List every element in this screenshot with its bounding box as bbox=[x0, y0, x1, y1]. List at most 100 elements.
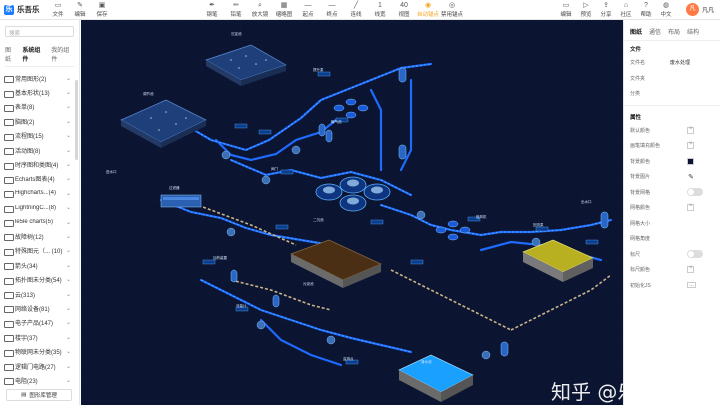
toolbar-button-edit-mode[interactable]: ▭ 编辑 bbox=[556, 0, 576, 20]
color-swatch[interactable] bbox=[687, 265, 694, 274]
file-row[interactable]: 文件夹 bbox=[624, 71, 720, 87]
toolbar-button-pen[interactable]: ✒ 钢笔 bbox=[200, 0, 224, 20]
tab-component-1[interactable]: 系统组件 bbox=[22, 48, 41, 63]
toolbar-button-disable-anchor[interactable]: ◎ 禁用锚点 bbox=[440, 0, 464, 20]
property-row-label: 画笔填充颜色 bbox=[630, 143, 661, 150]
category-item[interactable]: 活动图(8) ⌄ bbox=[0, 143, 79, 157]
property-row[interactable]: 画笔填充颜色 bbox=[624, 138, 720, 154]
category-label: 拓扑图未分类(54) bbox=[15, 278, 62, 285]
user-name[interactable]: 凡凡 bbox=[701, 8, 714, 14]
tab-property-3[interactable]: 结构 bbox=[687, 30, 700, 36]
app-logo[interactable]: 乐 乐吾乐 bbox=[4, 4, 50, 15]
category-item[interactable]: 基本形状(13) ⌄ bbox=[0, 85, 79, 99]
search-input[interactable]: 搜索 bbox=[5, 26, 74, 37]
toolbar-button-edit[interactable]: ✎ 编辑 bbox=[72, 0, 88, 20]
toolbar-button-line-width[interactable]: 1 线宽 bbox=[368, 0, 392, 20]
toolbar-button-preview[interactable]: ▷ 预览 bbox=[576, 0, 596, 20]
toolbar-button-community[interactable]: ⌂ 社区 bbox=[616, 0, 636, 20]
more-icon[interactable]: … bbox=[687, 282, 696, 289]
edit-icon[interactable]: ✎ bbox=[688, 173, 694, 181]
color-swatch[interactable] bbox=[687, 203, 694, 212]
tab-property-1[interactable]: 通信 bbox=[649, 30, 662, 36]
category-item[interactable]: 故障树(12) ⌄ bbox=[0, 229, 79, 243]
category-item[interactable]: 电子产品(147) ⌄ bbox=[0, 316, 79, 330]
property-row[interactable]: 标尺颜色 bbox=[624, 262, 720, 278]
property-row[interactable]: 网格大小 bbox=[624, 216, 720, 232]
property-row[interactable]: 初始化JS… bbox=[624, 278, 720, 294]
view-icon: 40 bbox=[400, 2, 408, 9]
category-item[interactable]: Highcharts...(4) ⌄ bbox=[0, 186, 79, 200]
library-manage-button[interactable]: ▤ 图形库管理 bbox=[6, 389, 72, 401]
toolbar-label: 终点 bbox=[326, 12, 338, 18]
property-row[interactable]: 默认颜色 bbox=[624, 123, 720, 139]
toolbar-button-language[interactable]: ◍ 中文 bbox=[656, 0, 676, 20]
category-item[interactable]: 逻辑门电路(27) ⌄ bbox=[0, 359, 79, 373]
category-item[interactable]: 特殊图元（... (10) ⌄ bbox=[0, 244, 79, 258]
property-row[interactable]: 背景网格 bbox=[624, 185, 720, 201]
property-row[interactable]: 网格角度 bbox=[624, 231, 720, 247]
category-item[interactable]: 云(313) ⌄ bbox=[0, 287, 79, 301]
category-label: le5le charts(5) bbox=[15, 219, 54, 226]
property-row[interactable]: 标尺 bbox=[624, 247, 720, 263]
toolbar-button-view[interactable]: 40 视图 bbox=[392, 0, 416, 20]
category-item[interactable]: le5le charts(5) ⌄ bbox=[0, 215, 79, 229]
toolbar-button-magnifier[interactable]: ⌕ 放大镜 bbox=[248, 0, 272, 20]
toolbar-button-thumbnail[interactable]: ▦ 缩略图 bbox=[272, 0, 296, 20]
property-row[interactable]: 网格颜色 bbox=[624, 200, 720, 216]
aerator-1 bbox=[333, 98, 369, 119]
category-item[interactable]: LightningC...(8) ⌄ bbox=[0, 201, 79, 215]
toolbar-label: 视图 bbox=[398, 12, 410, 18]
color-swatch[interactable] bbox=[687, 141, 694, 150]
category-item[interactable]: 常用图形(2) ⌄ bbox=[0, 71, 79, 85]
file-row[interactable]: 分类 bbox=[624, 86, 720, 102]
toolbar-button-start-point[interactable]: — 起点 bbox=[296, 0, 320, 20]
toolbar-button-help[interactable]: ? 帮助 bbox=[636, 0, 656, 20]
toolbar-button-line[interactable]: ╱ 连线 bbox=[344, 0, 368, 20]
scrollbar[interactable] bbox=[75, 80, 78, 160]
category-label: 故障树(12) bbox=[15, 234, 44, 241]
tab-property-2[interactable]: 布局 bbox=[668, 30, 681, 36]
category-item[interactable]: 脑图(2) ⌄ bbox=[0, 114, 79, 128]
tab-property-0[interactable]: 图纸 bbox=[630, 30, 643, 36]
user-menu[interactable]: 凡 凡凡 bbox=[685, 3, 714, 16]
category-item[interactable]: 物联网未分类(35) ⌄ bbox=[0, 344, 79, 358]
category-item[interactable]: 拓扑图未分类(54) ⌄ bbox=[0, 272, 79, 286]
category-item[interactable]: 时序图和类图(4) ⌄ bbox=[0, 157, 79, 171]
help-icon: ? bbox=[644, 2, 648, 9]
property-section-title: 属性 bbox=[630, 114, 642, 121]
category-item[interactable]: Echarts图表(4) ⌄ bbox=[0, 172, 79, 186]
toolbar-button-share[interactable]: ⇪ 分享 bbox=[596, 0, 616, 20]
property-row[interactable]: 背景图片 ✎ bbox=[624, 169, 720, 185]
category-item[interactable]: 箭头(34) ⌄ bbox=[0, 258, 79, 272]
file-row-value[interactable]: 废水处理 bbox=[670, 60, 691, 67]
toolbar-button-end-point[interactable]: — 终点 bbox=[320, 0, 344, 20]
category-item[interactable]: 电阻(23) ⌄ bbox=[0, 373, 79, 387]
toolbar-button-pencil[interactable]: ✏ 铅笔 bbox=[224, 0, 248, 20]
category-item[interactable]: 流程图(15) ⌄ bbox=[0, 129, 79, 143]
chevron-down-icon: ⌄ bbox=[65, 190, 71, 197]
diagram-canvas[interactable]: 沉淀池 调节池 提升泵 曝气池 二沉池 污泥池 清水池 加药装置 流量计 阀门 鼓风机 过滤器 进水口出… bbox=[81, 20, 623, 405]
color-swatch[interactable] bbox=[687, 126, 694, 134]
file-row-label: 文件名 bbox=[630, 60, 646, 67]
category-item[interactable]: 表单(8) ⌄ bbox=[0, 100, 79, 114]
save-icon: ▣ bbox=[98, 1, 106, 9]
avatar[interactable]: 凡 bbox=[685, 3, 699, 16]
toggle-switch[interactable] bbox=[687, 250, 703, 259]
toolbar-button-file[interactable]: ▭ 文件 bbox=[50, 0, 66, 20]
property-row-label: 背景图片 bbox=[630, 174, 651, 181]
toolbar-button-auto-anchor[interactable]: ◉ 自动锚点 bbox=[416, 0, 440, 20]
toolbar-button-save[interactable]: ▣ 保存 bbox=[94, 0, 110, 20]
color-swatch[interactable] bbox=[687, 157, 694, 165]
category-item[interactable]: 网络设备(81) ⌄ bbox=[0, 301, 79, 315]
toggle-switch[interactable] bbox=[687, 188, 703, 197]
toolbar-label: 文件 bbox=[52, 11, 64, 18]
canvas-properties: 默认颜色画笔填充颜色背景颜色背景图片 ✎ 背景网格网格颜色网格大小网格角度标尺标尺颜… bbox=[624, 123, 720, 294]
tab-component-0[interactable]: 图纸 bbox=[5, 48, 12, 63]
property-row[interactable]: 背景颜色 bbox=[624, 154, 720, 170]
category-item[interactable]: 楼宇(37) ⌄ bbox=[0, 330, 79, 344]
category-label: 网络设备(81) bbox=[15, 306, 50, 313]
tab-component-2[interactable]: 我的组件 bbox=[51, 48, 70, 63]
chevron-down-icon: ⌄ bbox=[65, 262, 71, 269]
file-row[interactable]: 文件名 废水处理 bbox=[624, 55, 720, 71]
chevron-down-icon: ⌄ bbox=[65, 277, 71, 284]
